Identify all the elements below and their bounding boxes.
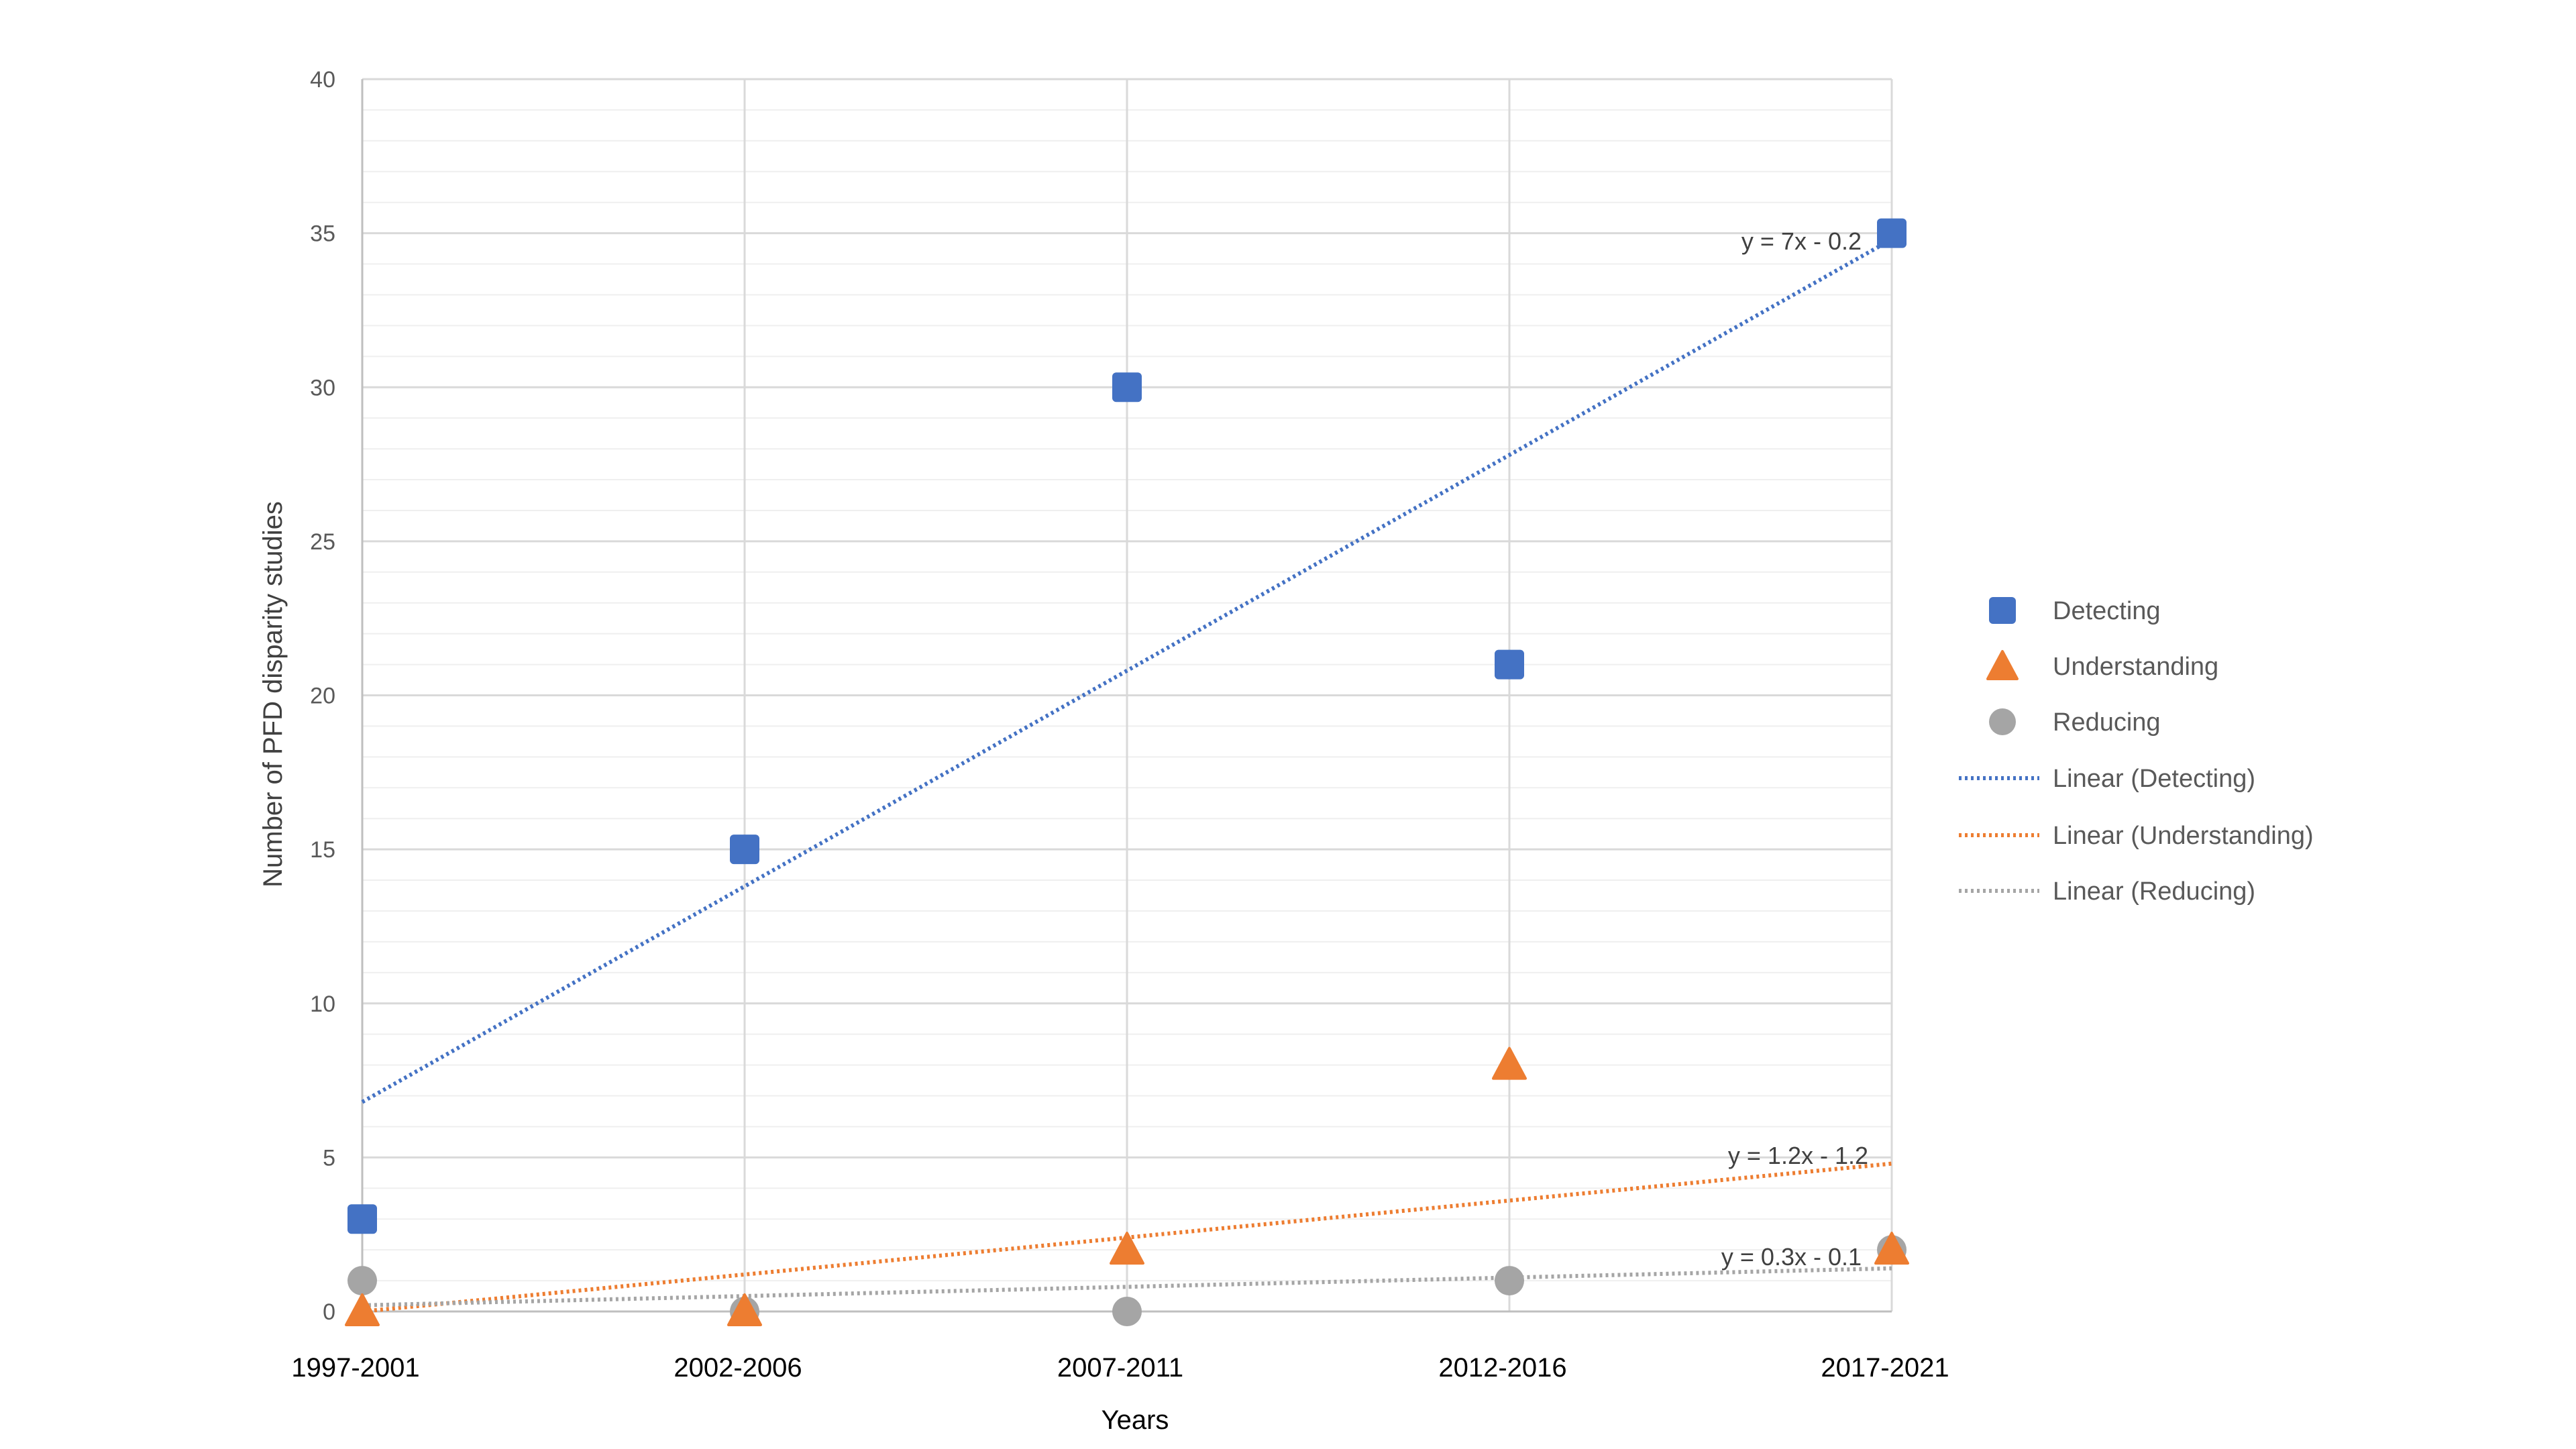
legend-label: Linear (Detecting) (2053, 765, 2255, 793)
x-axis-title: Years (1102, 1405, 1169, 1435)
data-markers (345, 218, 1909, 1326)
y-tick-label: 15 (310, 837, 335, 863)
trendline-linear-detecting (361, 237, 1893, 1104)
trendline-equations: y = 7x - 0.2 y = 1.2x - 1.2 y = 0.3x - 0.1 (1721, 227, 1868, 1271)
legend-label: Linear (Reducing) (2053, 877, 2255, 906)
trendline-equation: y = 1.2x - 1.2 (1728, 1142, 1868, 1169)
legend-marker-square-icon (1989, 597, 2016, 624)
legend-marker-circle-icon (1989, 708, 2016, 735)
y-tick-label: 35 (310, 221, 335, 247)
y-tick-label: 30 (310, 375, 335, 400)
y-tick-label: 10 (310, 991, 335, 1017)
x-tick-label: 2017-2021 (1821, 1353, 1949, 1383)
marker-detecting (1495, 649, 1524, 680)
y-tick-label: 0 (323, 1299, 335, 1325)
legend: Detecting Understanding Reducing Linear (De… (1959, 597, 2314, 906)
legend-marker-triangle-icon (1986, 650, 2019, 680)
trendline-equation: y = 0.3x - 0.1 (1721, 1243, 1862, 1271)
trendline-linear-reducing (362, 1266, 1892, 1307)
marker-reducing (1112, 1297, 1142, 1326)
marker-understanding (727, 1293, 762, 1326)
marker-understanding (1110, 1232, 1144, 1265)
y-tick-label: 40 (310, 67, 335, 93)
marker-understanding (1874, 1232, 1909, 1265)
legend-label: Linear (Understanding) (2053, 822, 2314, 850)
marker-reducing (347, 1266, 377, 1296)
marker-understanding (345, 1293, 380, 1326)
marker-detecting (730, 835, 759, 865)
legend-label: Reducing (2053, 708, 2161, 737)
y-axis-title: Number of PFD disparity studies (258, 501, 288, 888)
marker-detecting (347, 1204, 377, 1234)
y-tick-label: 20 (310, 684, 335, 709)
marker-detecting (1877, 218, 1907, 248)
x-tick-labels: 1997-2001 2002-2006 2007-2011 2012-2016 2017… (291, 1353, 1949, 1383)
y-tick-label: 5 (323, 1145, 335, 1171)
marker-detecting (1112, 372, 1142, 402)
marker-understanding (1492, 1046, 1527, 1080)
trendline-equation: y = 7x - 0.2 (1741, 227, 1862, 255)
legend-label: Understanding (2053, 653, 2218, 681)
marker-reducing (1495, 1266, 1524, 1296)
x-tick-label: 2012-2016 (1438, 1353, 1566, 1383)
y-tick-label: 25 (310, 529, 335, 555)
x-tick-label: 1997-2001 (291, 1353, 419, 1383)
x-tick-label: 2007-2011 (1057, 1353, 1183, 1383)
x-tick-label: 2002-2006 (674, 1353, 802, 1383)
legend-label: Detecting (2053, 597, 2161, 625)
y-tick-labels: 0 5 10 15 20 25 30 35 40 (310, 67, 335, 1325)
